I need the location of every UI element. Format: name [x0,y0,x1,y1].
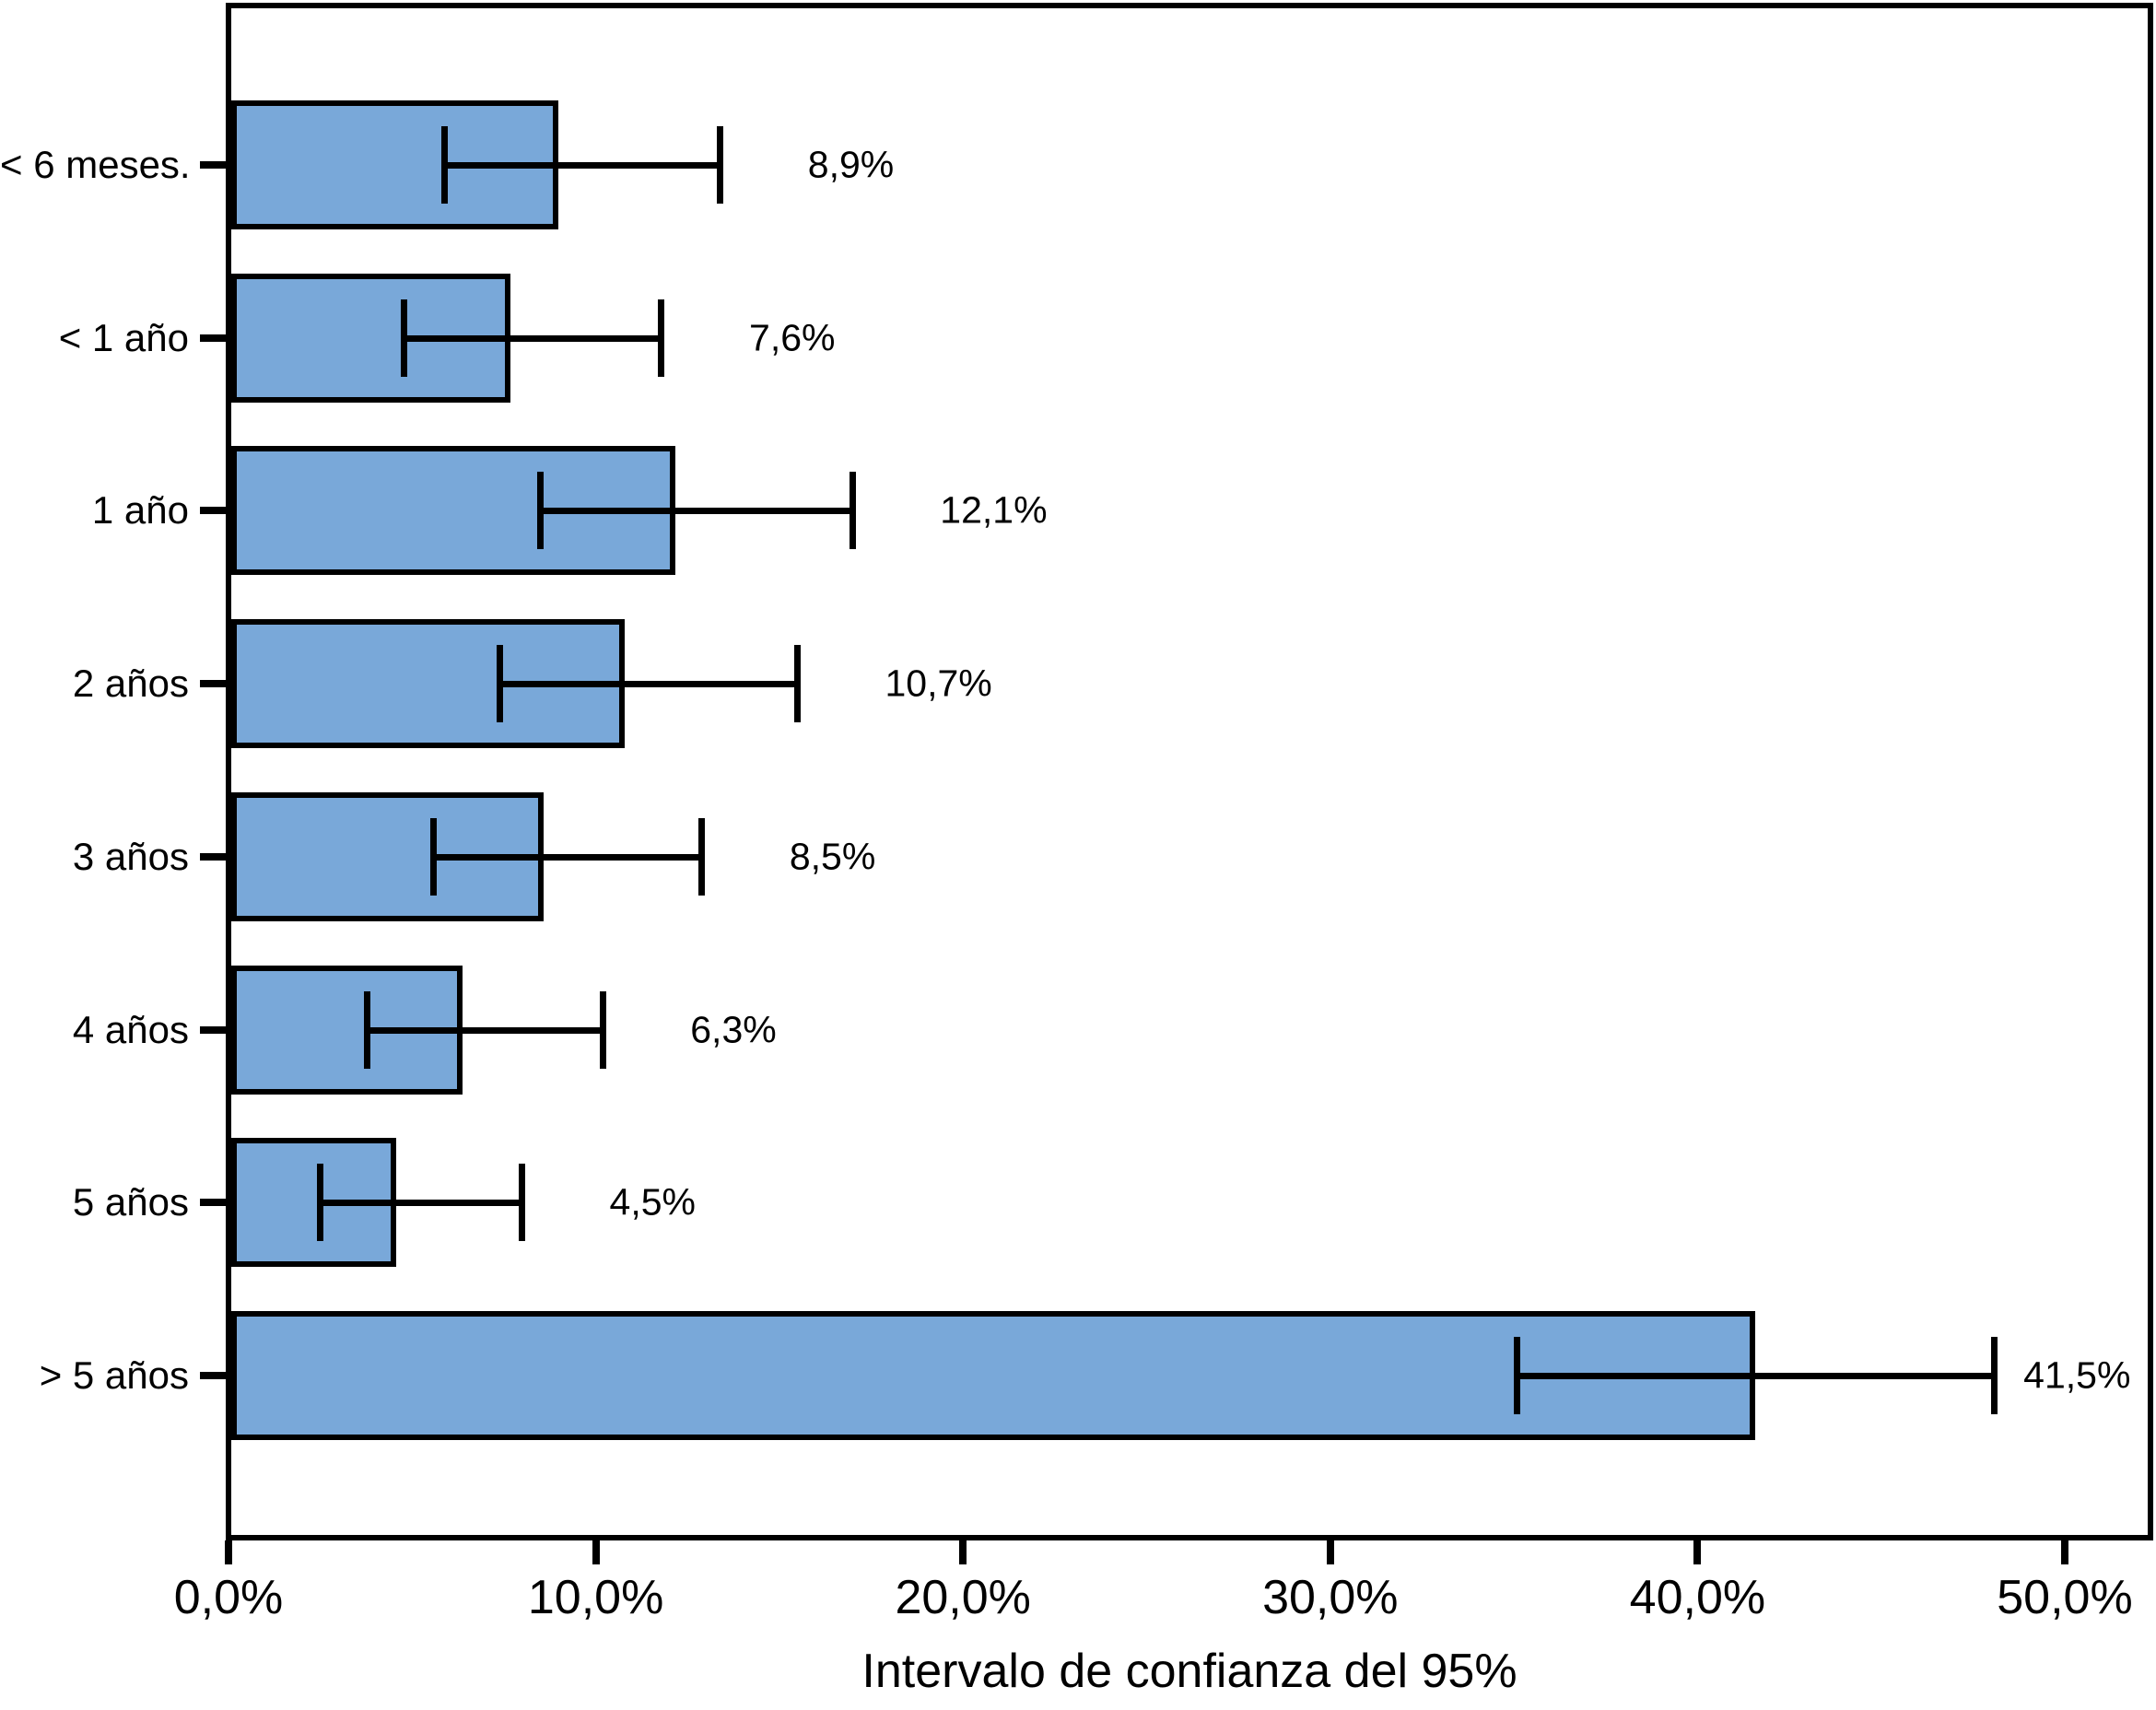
category-label: 2 años [72,662,189,706]
bar-value-label: 10,7% [885,662,992,705]
error-bar-cap-low [316,1164,323,1242]
category-tick [200,852,226,861]
error-bar-cap-high [793,645,801,723]
category-label: 3 años [72,834,189,878]
error-bar-line [444,162,721,169]
error-bar-cap-low [401,299,408,377]
bar-value-label: 12,1% [940,488,1048,532]
error-bar-cap-low [496,645,503,723]
error-bar-cap-low [441,126,449,204]
error-bar-line [433,853,702,861]
bar-value-label: 7,6% [749,316,836,359]
x-axis-tick-label: 50,0% [1997,1571,2133,1624]
x-axis-tick [1326,1540,1334,1564]
category-tick [200,1199,226,1207]
category-label: 5 años [72,1180,189,1224]
x-axis-tick-label: 30,0% [1262,1571,1399,1624]
x-axis-tick [2061,1540,2068,1564]
error-bar-cap-high [518,1164,525,1242]
bar-value-label: 8,5% [789,835,876,878]
category-tick [200,334,226,342]
category-tick [200,161,226,169]
category-label: 1 año [91,488,189,533]
x-axis-tick [592,1540,600,1564]
x-axis-title: Intervalo de confianza del 95% [861,1645,1517,1698]
x-axis-tick [1693,1540,1702,1564]
x-axis-tick [225,1540,232,1564]
error-bar-cap-high [658,299,665,377]
category-tick [200,1371,226,1379]
category-tick [200,680,226,688]
category-label: < 1 año [58,315,189,359]
error-bar-cap-low [536,472,544,550]
error-bar-cap-high [849,472,856,550]
error-bar-line [539,508,852,515]
category-tick [200,507,226,515]
bar-value-label: 8,9% [807,143,895,186]
error-bar-line [319,1200,521,1207]
error-bar-line [498,681,797,688]
error-bar-cap-low [430,817,438,896]
x-axis-tick-label: 40,0% [1629,1571,1766,1624]
error-bar-line [1517,1372,1995,1379]
category-label: 4 años [72,1007,189,1051]
error-bar-cap-low [1514,1336,1521,1414]
category-label: > 5 años [39,1353,189,1397]
x-axis-tick-label: 10,0% [527,1571,664,1624]
error-bar-cap-high [599,990,606,1069]
bar [231,1310,1756,1440]
category-label: < 6 meses. [0,143,191,186]
category-tick [200,1025,226,1034]
error-bar-line [367,1026,603,1034]
error-bar-cap-high [1991,1336,1998,1414]
error-bar-cap-high [717,126,724,204]
x-axis-tick-label: 20,0% [895,1571,1031,1624]
error-bar-cap-high [698,817,706,896]
error-bar-line [404,334,662,342]
error-bar-cap-low [364,990,371,1069]
plot-area: 8,9% 7,6% 12,1% 10,7% 8,5% 6,3% 4,5% 41,5% [226,3,2153,1540]
x-axis-tick-label: 0,0% [173,1571,284,1624]
x-axis-tick [959,1540,967,1564]
bar-value-label: 6,3% [690,1008,777,1050]
bar-value-label: 4,5% [609,1180,696,1224]
bar-value-label: 41,5% [2023,1353,2131,1397]
